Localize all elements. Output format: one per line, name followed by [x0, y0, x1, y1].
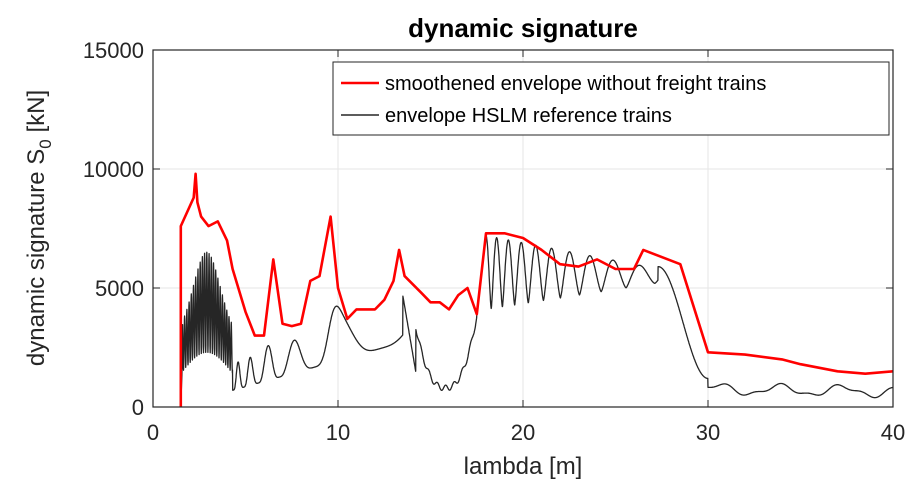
x-tick-label: 40 [881, 420, 905, 445]
y-tick-label: 5000 [95, 276, 144, 301]
y-axis-label-subscript: 0 [36, 139, 55, 148]
series-group [179, 172, 894, 408]
x-tick-label: 0 [147, 420, 159, 445]
legend: smoothened envelope without freight trai… [332, 61, 890, 136]
ticks: 0 10 20 30 40 0 5000 10000 15000 [83, 38, 905, 445]
y-axis-label-main: dynamic signature S [23, 149, 50, 366]
y-axis-label: dynamic signature S0 [kN] [23, 90, 55, 366]
series-smoothened-envelope-line [179, 172, 894, 407]
x-tick-label: 20 [511, 420, 535, 445]
y-tick-label: 15000 [83, 38, 144, 63]
x-tick-label: 30 [696, 420, 720, 445]
x-axis-label: lambda [m] [464, 453, 583, 480]
legend-label-smoothened-envelope: smoothened envelope without freight trai… [385, 73, 766, 95]
y-tick-label: 10000 [83, 157, 144, 182]
legend-box [332, 61, 890, 136]
y-tick-label: 0 [132, 395, 144, 420]
chart-title: dynamic signature [408, 13, 638, 43]
x-tick-label: 10 [326, 420, 350, 445]
legend-label-hslm-envelope: envelope HSLM reference trains [385, 105, 672, 127]
y-axis-label-unit: [kN] [23, 90, 50, 139]
